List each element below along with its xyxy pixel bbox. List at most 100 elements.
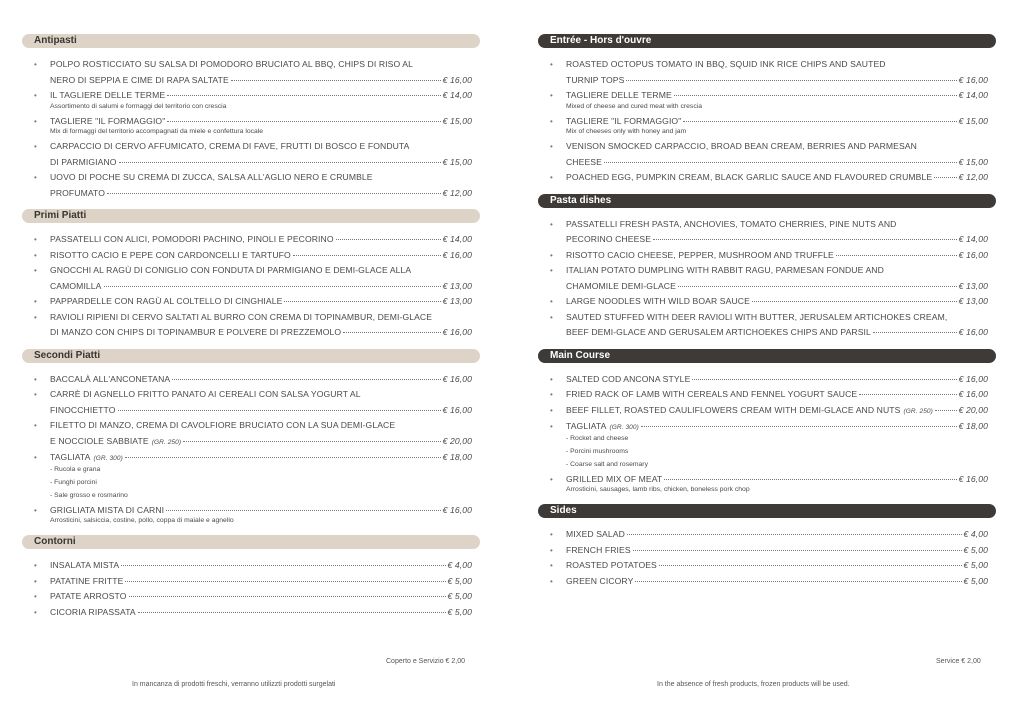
dish-row: RISOTTO CACIO E PEPE CON CARDONCELLI E T… bbox=[50, 248, 472, 264]
menu-section: Antipasti POLPO ROSTICCIATO SU SALSA DI P… bbox=[22, 34, 480, 201]
dish-row: BEEF FILLET, ROASTED CAULIFLOWERS CREAM … bbox=[566, 403, 988, 420]
dish-row: PROFUMATO € 12,00 bbox=[50, 186, 472, 202]
dish-name: NERO DI SEPPIA E CIME DI RAPA SALTATE bbox=[50, 74, 229, 85]
price: € 4,00 bbox=[963, 529, 988, 539]
menu-item: VENISON SMOCKED CARPACCIO, BROAD BEAN CR… bbox=[538, 139, 996, 170]
dish-name: LARGE NOODLES WITH WILD BOAR SAUCE bbox=[566, 296, 750, 306]
dot-leader bbox=[284, 301, 441, 302]
dish-row: CHEESE € 15,00 bbox=[566, 155, 988, 171]
menu-item: GRILLED MIX OF MEAT € 16,00 Arrosticini, s… bbox=[538, 472, 996, 497]
dish-name: PASSATELLI CON ALICI, POMODORI PACHINO, … bbox=[50, 234, 334, 244]
dot-leader bbox=[835, 254, 957, 256]
dish-row: INSALATA MISTA € 4,00 bbox=[50, 558, 472, 574]
dot-leader bbox=[125, 580, 446, 582]
dish-row: NERO DI SEPPIA E CIME DI RAPA SALTATE € 1… bbox=[50, 73, 472, 89]
menu-item: MIXED SALAD € 4,00 bbox=[538, 527, 996, 543]
dish-name: TAGLIERE DELLE TERME bbox=[566, 90, 672, 100]
service-charge: Service € 2,00 bbox=[936, 658, 981, 665]
dish-description: - Rucola e grana bbox=[50, 465, 101, 473]
menu-item: CICORIA RIPASSATA € 5,00 bbox=[22, 605, 480, 621]
menu-item: UOVO DI POCHE SU CREMA DI ZUCCA, SALSA A… bbox=[22, 170, 480, 201]
dot-leader bbox=[640, 426, 957, 427]
dot-leader bbox=[128, 596, 446, 597]
menu-item: PASSATELLI CON ALICI, POMODORI PACHINO, … bbox=[22, 232, 480, 248]
dish-name: MIXED SALAD bbox=[566, 529, 625, 539]
price: € 16,00 bbox=[442, 504, 472, 515]
dish-description: Mix of cheeses only with honey and jam bbox=[566, 128, 687, 135]
dot-leader bbox=[673, 95, 957, 96]
dish-name: SAUTED STUFFED WITH DEER RAVIOLI WITH BU… bbox=[566, 311, 948, 322]
dish-name: ROASTED POTATOES bbox=[566, 560, 657, 570]
dish-row: TAGLIATA(GR. 300) € 18,00 bbox=[50, 450, 472, 467]
dish-name: CHEESE bbox=[566, 156, 602, 167]
dot-leader bbox=[167, 120, 441, 122]
menu-item: ROASTED POTATOES € 5,00 bbox=[538, 558, 996, 574]
dish-row: IL TAGLIERE DELLE TERME € 14,00 bbox=[50, 88, 472, 104]
menu-section: Sides MIXED SALAD € 4,00 FRENCH FRIES € 5,00… bbox=[538, 504, 996, 589]
price: € 5,00 bbox=[447, 606, 472, 617]
menu-section: Secondi Piatti BACCALÀ ALL'ANCONETANA € 16… bbox=[22, 348, 480, 528]
price: € 16,00 bbox=[958, 249, 988, 260]
dish-name: VENISON SMOCKED CARPACCIO, BROAD BEAN CR… bbox=[566, 141, 917, 151]
section-title: Primi Piatti bbox=[22, 209, 480, 223]
section-title: Main Course bbox=[538, 348, 996, 363]
dish-name: ITALIAN POTATO DUMPLING WITH RABBIT RAGU… bbox=[566, 265, 884, 275]
dish-name: BACCALÀ ALL'ANCONETANA bbox=[50, 373, 171, 384]
dish-description: Mixed of cheese and cured meat with cres… bbox=[566, 102, 703, 110]
dish-name: GNOCCHI AL RAGÙ DI CONIGLIO CON FONDUTA … bbox=[50, 265, 412, 275]
price: € 4,00 bbox=[447, 560, 472, 570]
dish-name: FILETTO DI MANZO, CREMA DI CAVOLFIORE BR… bbox=[50, 420, 396, 430]
dish-name: INSALATA MISTA bbox=[50, 560, 120, 570]
dot-leader bbox=[751, 301, 957, 302]
portion-note: (GR. 300) bbox=[93, 455, 123, 462]
price: € 16,00 bbox=[958, 327, 988, 337]
price: € 5,00 bbox=[963, 575, 988, 586]
dish-name: BEEF FILLET, ROASTED CAULIFLOWERS CREAM … bbox=[566, 404, 901, 415]
menu-item: CARPACCIO DI CERVO AFFUMICATO, CREMA DI … bbox=[22, 139, 480, 170]
dish-row: FRIED RACK OF LAMB WITH CEREALS AND FENN… bbox=[566, 387, 988, 403]
dish-name: PAPPARDELLE CON RAGÙ AL COLTELLO DI CING… bbox=[50, 296, 283, 306]
price: € 16,00 bbox=[442, 74, 472, 85]
dish-row: BEEF DEMI-GLACE AND GERUSALEM ARTICHOEKE… bbox=[566, 325, 988, 341]
menu-section: Main Course SALTED COD ANCONA STYLE € 16,0… bbox=[538, 348, 996, 497]
price: € 12,00 bbox=[442, 187, 472, 198]
dish-row: GRILLED MIX OF MEAT € 16,00 bbox=[566, 472, 988, 488]
price: € 14,00 bbox=[442, 90, 472, 100]
italian-column: Antipasti POLPO ROSTICCIATO SU SALSA DI P… bbox=[22, 34, 480, 628]
dish-name: PASSATELLI FRESH PASTA, ANCHOVIES, TOMAT… bbox=[566, 218, 897, 229]
menu-item: IL TAGLIERE DELLE TERME € 14,00 Assortimen… bbox=[22, 88, 480, 113]
dot-leader bbox=[653, 239, 957, 240]
section-title: Secondi Piatti bbox=[22, 348, 480, 363]
dot-leader bbox=[664, 478, 957, 480]
menu-item: PATATINE FRITTE € 5,00 bbox=[22, 574, 480, 590]
dot-leader bbox=[183, 440, 441, 442]
menu-item: BEEF FILLET, ROASTED CAULIFLOWERS CREAM … bbox=[538, 403, 996, 420]
dish-name: PECORINO CHEESE bbox=[566, 234, 652, 244]
dish-row: PASSATELLI CON ALICI, POMODORI PACHINO, … bbox=[50, 232, 472, 248]
price: € 16,00 bbox=[958, 473, 988, 484]
dish-name: IL TAGLIERE DELLE TERME bbox=[50, 90, 166, 100]
dish-row: SALTED COD ANCONA STYLE € 16,00 bbox=[566, 372, 988, 388]
dot-leader bbox=[859, 394, 957, 395]
dish-row: E NOCCIOLE SABBIATE (GR. 250) € 20,00 bbox=[50, 434, 472, 451]
dish-row: RISOTTO CACIO CHEESE, PEPPER, MUSHROOM A… bbox=[566, 248, 988, 264]
dot-leader bbox=[635, 580, 962, 582]
dot-leader bbox=[626, 79, 957, 81]
dot-leader bbox=[335, 239, 441, 240]
menu-section: Primi Piatti PASSATELLI CON ALICI, POMODO… bbox=[22, 209, 480, 341]
dish-row: LARGE NOODLES WITH WILD BOAR SAUCE € 13,0… bbox=[566, 294, 988, 310]
dish-name: CAMOMILLA bbox=[50, 280, 102, 291]
dish-row: CICORIA RIPASSATA € 5,00 bbox=[50, 605, 472, 621]
dot-leader bbox=[872, 332, 957, 333]
dish-row: TAGLIATA(GR. 300) € 18,00 bbox=[566, 419, 988, 436]
menu-item: POACHED EGG, PUMPKIN CREAM, BLACK GARLIC… bbox=[538, 170, 996, 186]
menu-section: Contorni INSALATA MISTA € 4,00 PATATINE FRI… bbox=[22, 535, 480, 620]
price: € 15,00 bbox=[442, 115, 472, 126]
price: € 16,00 bbox=[958, 373, 988, 384]
price: € 16,00 bbox=[442, 404, 472, 415]
dish-name: PATATE ARROSTO bbox=[50, 591, 127, 601]
price: € 16,00 bbox=[958, 74, 988, 85]
dish-name: CARPACCIO DI CERVO AFFUMICATO, CREMA DI … bbox=[50, 141, 410, 151]
price: € 5,00 bbox=[963, 544, 988, 555]
dot-leader bbox=[292, 254, 441, 256]
